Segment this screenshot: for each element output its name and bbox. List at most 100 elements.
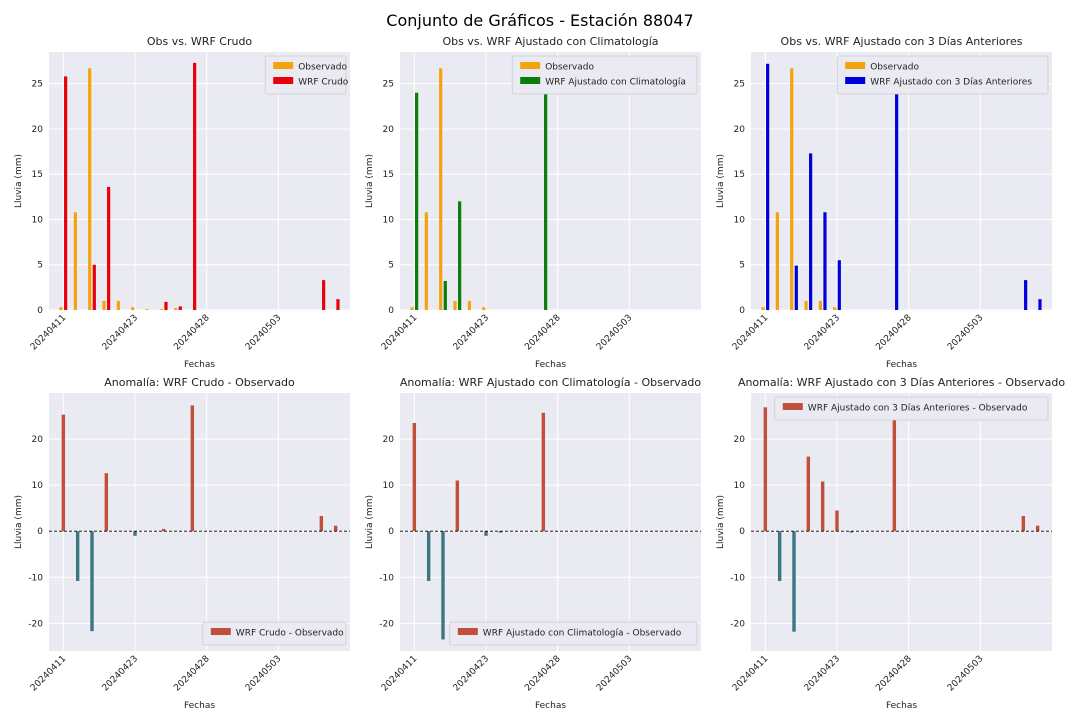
bar [763,407,768,532]
bar [1024,280,1028,310]
chart-panel-2: 0 5 10 15 20 25 20240411 20240423 20240428 202405… [365,35,701,370]
y-tick-label: 10 [32,215,44,225]
legend-swatch [845,62,866,69]
plot-area [751,393,1052,651]
y-tick-label: 0 [37,527,43,537]
bar [412,422,417,532]
x-tick-label: 20240503 [946,313,985,352]
bar [88,68,92,310]
bar [820,481,825,532]
bar [766,63,770,311]
legend: Observado WRF Ajustado con Climatología [511,55,698,95]
legend-swatch [273,77,294,84]
bar [61,414,66,532]
bar [833,307,837,310]
x-tick-label: 20240411 [380,313,419,352]
y-tick-label: 20 [32,435,44,445]
panel-title: Obs vs. WRF Crudo [147,35,253,48]
y-tick-label: -10 [28,573,43,583]
chart-panels: 0 5 10 15 20 25 20240411 20240423 20240428 202405… [14,35,1065,711]
x-tick-label: 20240428 [874,313,914,353]
y-tick-label: -20 [28,619,43,629]
bar [116,300,120,310]
x-tick-label: 20240423 [101,654,140,693]
x-axis-label: Fechas [886,360,917,370]
x-axis-label: Fechas [184,360,215,370]
bar [102,300,106,310]
y-tick-label: 5 [739,261,745,271]
bar [133,531,137,536]
bar [73,212,77,310]
panel-title: Anomalía: WRF Ajustado con Climatología … [400,376,702,389]
bar [458,201,462,310]
figure-suptitle: Conjunto de Gráficos - Estación 88047 [386,11,693,30]
bar [333,525,338,532]
y-tick-label: 20 [32,125,44,135]
x-tick-label: 20240428 [523,313,563,353]
legend-box [511,55,698,95]
bar [426,531,431,581]
y-tick-label: -20 [379,619,394,629]
y-tick-label: 20 [734,125,746,135]
bar [806,456,811,532]
plot-area [49,393,350,651]
plot-area [400,52,701,310]
x-tick-label: 20240411 [29,654,68,693]
panel-title: Anomalía: WRF Ajustado con 3 Días Anteri… [738,376,1065,389]
legend-label: WRF Ajustado con Climatología - Observad… [483,629,682,639]
x-axis-label: Fechas [184,701,215,711]
bar [90,531,94,632]
y-tick-label: 25 [383,80,394,90]
bar [761,307,765,310]
chart-panel-5: -20 -10 0 10 20 20240411 20240423 20240428 20240… [365,376,701,711]
y-tick-label: 10 [383,215,395,225]
legend: WRF Ajustado con 3 Días Anteriores - Obs… [774,396,1049,421]
legend-label: Observado [545,63,594,73]
y-tick-label: 25 [734,80,745,90]
y-tick-label: 5 [37,261,43,271]
x-tick-label: 20240423 [452,654,491,693]
bar [64,76,68,310]
legend-swatch [520,77,541,84]
y-tick-label: -10 [730,573,745,583]
x-tick-label: 20240411 [731,654,770,693]
legend-swatch [210,628,231,635]
y-axis-label: Lluvia (mm) [365,495,375,549]
legend-label: WRF Ajustado con 3 Días Anteriores - Obs… [808,404,1028,414]
y-tick-label: 15 [32,170,43,180]
y-tick-label: 0 [388,527,394,537]
legend-label: WRF Crudo [298,78,349,88]
x-axis-label: Fechas [535,360,566,370]
y-tick-label: 20 [383,125,395,135]
x-tick-label: 20240503 [946,654,985,693]
x-tick-label: 20240411 [731,313,770,352]
legend-swatch [520,62,541,69]
bar [410,307,414,310]
y-tick-label: 10 [734,481,746,491]
chart-panel-3: 0 5 10 15 20 25 20240411 20240423 20240428 202405… [716,35,1052,370]
y-axis-label: Lluvia (mm) [365,154,375,208]
legend-box [836,55,1049,95]
y-tick-label: 0 [739,527,745,537]
y-tick-label: 15 [383,170,394,180]
panel-title: Obs vs. WRF Ajustado con 3 Días Anterior… [781,35,1023,48]
y-tick-label: 0 [388,306,394,316]
x-tick-label: 20240428 [874,654,914,694]
x-tick-label: 20240428 [523,654,563,694]
x-tick-label: 20240423 [803,654,842,693]
x-tick-label: 20240423 [803,313,842,352]
bar [164,301,168,310]
chart-panel-4: -20 -10 0 10 20 20240411 20240423 20240428 20240… [14,376,350,711]
legend-label: WRF Ajustado con Climatología [545,78,686,88]
legend: Observado WRF Crudo [264,55,349,95]
bar [837,260,841,310]
y-tick-label: -10 [379,573,394,583]
bar [794,265,798,310]
y-tick-label: 10 [383,481,395,491]
chart-panel-6: -20 -10 0 10 20 20240411 20240423 20240428 20240… [716,376,1065,711]
bar [455,480,460,532]
legend-label: WRF Crudo - Observado [236,629,344,639]
y-tick-label: 15 [734,170,745,180]
y-tick-label: 20 [383,435,395,445]
bar [467,300,471,310]
